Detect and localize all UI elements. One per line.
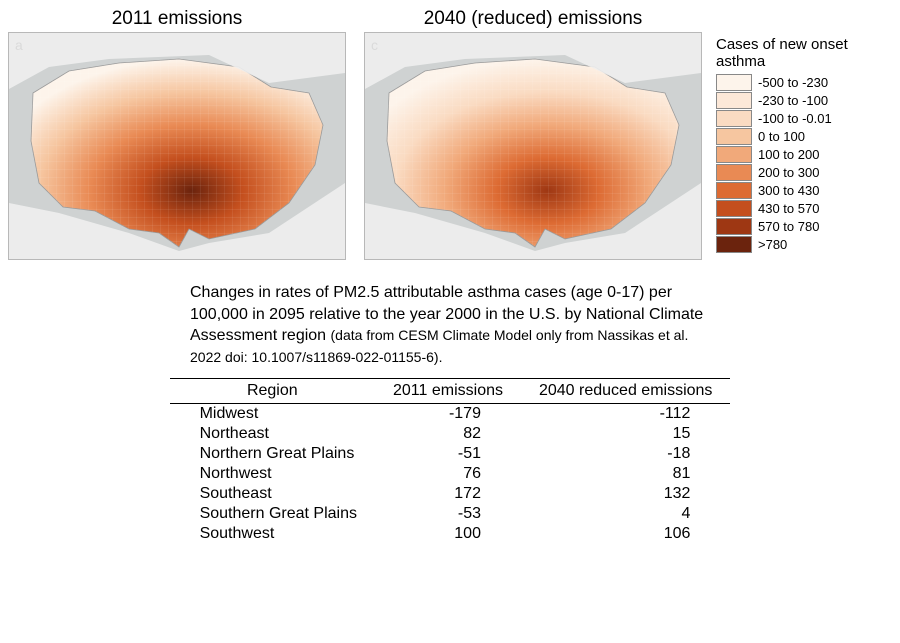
cell-region: Midwest <box>170 404 375 425</box>
col-2040: 2040 reduced emissions <box>521 379 730 404</box>
legend-row: -500 to -230 <box>716 74 900 91</box>
us-map-c <box>365 33 701 259</box>
legend-row: -230 to -100 <box>716 92 900 109</box>
legend-row: 100 to 200 <box>716 146 900 163</box>
legend-swatch <box>716 146 752 163</box>
maps-row: 2011 emissions a <box>0 0 900 260</box>
legend-label: -500 to -230 <box>758 75 828 90</box>
col-2011: 2011 emissions <box>375 379 521 404</box>
legend-label: 430 to 570 <box>758 201 819 216</box>
cell-2040: 15 <box>521 424 730 444</box>
legend-swatch <box>716 236 752 253</box>
legend-label: 0 to 100 <box>758 129 805 144</box>
map-c-box: c <box>364 32 702 260</box>
legend-swatch <box>716 200 752 217</box>
legend-items: -500 to -230 -230 to -100 -100 to -0.01 0 t… <box>716 74 900 253</box>
legend-title: Cases of new onset asthma <box>716 36 900 70</box>
cell-2040: -112 <box>521 404 730 425</box>
table-row: Northwest7681 <box>170 464 731 484</box>
cell-region: Southwest <box>170 524 375 544</box>
cell-2040: 81 <box>521 464 730 484</box>
legend-row: 570 to 780 <box>716 218 900 235</box>
cell-2040: 132 <box>521 484 730 504</box>
cell-2040: 106 <box>521 524 730 544</box>
us-map-a <box>9 33 345 259</box>
legend-row: 430 to 570 <box>716 200 900 217</box>
table-body: Midwest-179-112Northeast8215Northern Gre… <box>170 404 731 545</box>
legend-swatch <box>716 182 752 199</box>
legend-swatch <box>716 110 752 127</box>
map-panel-c: 2040 (reduced) emissions c <box>364 8 702 260</box>
legend: Cases of new onset asthma -500 to -230 -2… <box>716 36 900 260</box>
cell-region: Northern Great Plains <box>170 444 375 464</box>
legend-label: 300 to 430 <box>758 183 819 198</box>
cell-region: Southern Great Plains <box>170 504 375 524</box>
cell-2011: -53 <box>375 504 521 524</box>
cell-2011: 82 <box>375 424 521 444</box>
legend-swatch <box>716 128 752 145</box>
cell-region: Northwest <box>170 464 375 484</box>
legend-swatch <box>716 74 752 91</box>
legend-label: >780 <box>758 237 787 252</box>
table-row: Northern Great Plains-51-18 <box>170 444 731 464</box>
table-row: Southeast172132 <box>170 484 731 504</box>
data-table: Region 2011 emissions 2040 reduced emiss… <box>170 378 731 544</box>
legend-row: >780 <box>716 236 900 253</box>
cell-2011: 172 <box>375 484 521 504</box>
figure-root: 2011 emissions a <box>0 0 900 643</box>
cell-2011: 100 <box>375 524 521 544</box>
cell-2011: -51 <box>375 444 521 464</box>
legend-row: 300 to 430 <box>716 182 900 199</box>
table-row: Midwest-179-112 <box>170 404 731 425</box>
cell-2040: -18 <box>521 444 730 464</box>
legend-swatch <box>716 164 752 181</box>
cell-2011: -179 <box>375 404 521 425</box>
legend-row: 0 to 100 <box>716 128 900 145</box>
table-row: Northeast8215 <box>170 424 731 444</box>
legend-row: -100 to -0.01 <box>716 110 900 127</box>
map-c-title: 2040 (reduced) emissions <box>424 8 643 30</box>
legend-label: 100 to 200 <box>758 147 819 162</box>
legend-label: -100 to -0.01 <box>758 111 832 126</box>
legend-swatch <box>716 218 752 235</box>
cell-region: Southeast <box>170 484 375 504</box>
legend-label: 200 to 300 <box>758 165 819 180</box>
legend-row: 200 to 300 <box>716 164 900 181</box>
table-row: Southern Great Plains-534 <box>170 504 731 524</box>
table-header-row: Region 2011 emissions 2040 reduced emiss… <box>170 379 731 404</box>
legend-swatch <box>716 92 752 109</box>
table-row: Southwest100106 <box>170 524 731 544</box>
col-region: Region <box>170 379 375 404</box>
cell-2040: 4 <box>521 504 730 524</box>
legend-label: -230 to -100 <box>758 93 828 108</box>
cell-region: Northeast <box>170 424 375 444</box>
map-panel-a: 2011 emissions a <box>8 8 346 260</box>
caption: Changes in rates of PM2.5 attributable a… <box>190 282 710 368</box>
cell-2011: 76 <box>375 464 521 484</box>
legend-label: 570 to 780 <box>758 219 819 234</box>
map-a-box: a <box>8 32 346 260</box>
map-a-title: 2011 emissions <box>112 8 243 30</box>
